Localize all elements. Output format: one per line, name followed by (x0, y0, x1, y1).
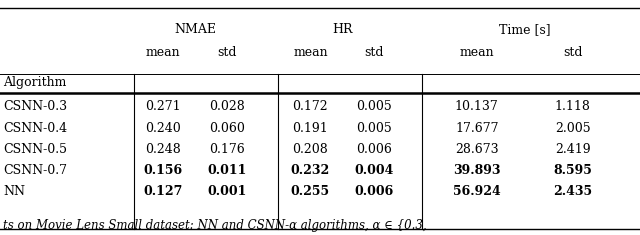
Text: std: std (218, 46, 237, 59)
Text: Time [s]: Time [s] (499, 23, 550, 36)
Text: CSNN-0.3: CSNN-0.3 (3, 100, 67, 114)
Text: 0.176: 0.176 (209, 143, 245, 156)
Text: CSNN-0.5: CSNN-0.5 (3, 143, 67, 156)
Text: CSNN-0.4: CSNN-0.4 (3, 121, 67, 135)
Text: 0.060: 0.060 (209, 121, 245, 135)
Text: 0.028: 0.028 (209, 100, 245, 114)
Text: mean: mean (146, 46, 180, 59)
Text: CSNN-0.7: CSNN-0.7 (3, 164, 67, 177)
Text: 0.127: 0.127 (143, 185, 183, 198)
Text: 2.435: 2.435 (553, 185, 593, 198)
Text: 17.677: 17.677 (455, 121, 499, 135)
Text: 2.005: 2.005 (555, 121, 591, 135)
Text: 0.001: 0.001 (207, 185, 247, 198)
Text: 0.004: 0.004 (355, 164, 394, 177)
Text: NN: NN (3, 185, 25, 198)
Text: 0.248: 0.248 (145, 143, 181, 156)
Text: 0.240: 0.240 (145, 121, 181, 135)
Text: 0.005: 0.005 (356, 100, 392, 114)
Text: 39.893: 39.893 (453, 164, 500, 177)
Text: NMAE: NMAE (174, 23, 216, 36)
Text: HR: HR (332, 23, 353, 36)
Text: mean: mean (293, 46, 328, 59)
Text: std: std (365, 46, 384, 59)
Text: 0.006: 0.006 (355, 185, 394, 198)
Text: 0.156: 0.156 (143, 164, 183, 177)
Text: 56.924: 56.924 (453, 185, 500, 198)
Text: 0.006: 0.006 (356, 143, 392, 156)
Text: 0.191: 0.191 (292, 121, 328, 135)
Text: 8.595: 8.595 (554, 164, 592, 177)
Text: std: std (563, 46, 582, 59)
Text: ts on Movie Lens Small dataset: NN and CSNN-α algorithms, α ∈ {0.3,: ts on Movie Lens Small dataset: NN and C… (3, 219, 427, 232)
Text: 10.137: 10.137 (455, 100, 499, 114)
Text: 0.255: 0.255 (291, 185, 330, 198)
Text: 0.172: 0.172 (292, 100, 328, 114)
Text: 0.208: 0.208 (292, 143, 328, 156)
Text: 0.232: 0.232 (291, 164, 330, 177)
Text: 0.271: 0.271 (145, 100, 181, 114)
Text: 0.011: 0.011 (207, 164, 247, 177)
Text: 28.673: 28.673 (455, 143, 499, 156)
Text: 1.118: 1.118 (555, 100, 591, 114)
Text: 2.419: 2.419 (555, 143, 591, 156)
Text: Algorithm: Algorithm (3, 76, 67, 89)
Text: 0.005: 0.005 (356, 121, 392, 135)
Text: mean: mean (460, 46, 494, 59)
